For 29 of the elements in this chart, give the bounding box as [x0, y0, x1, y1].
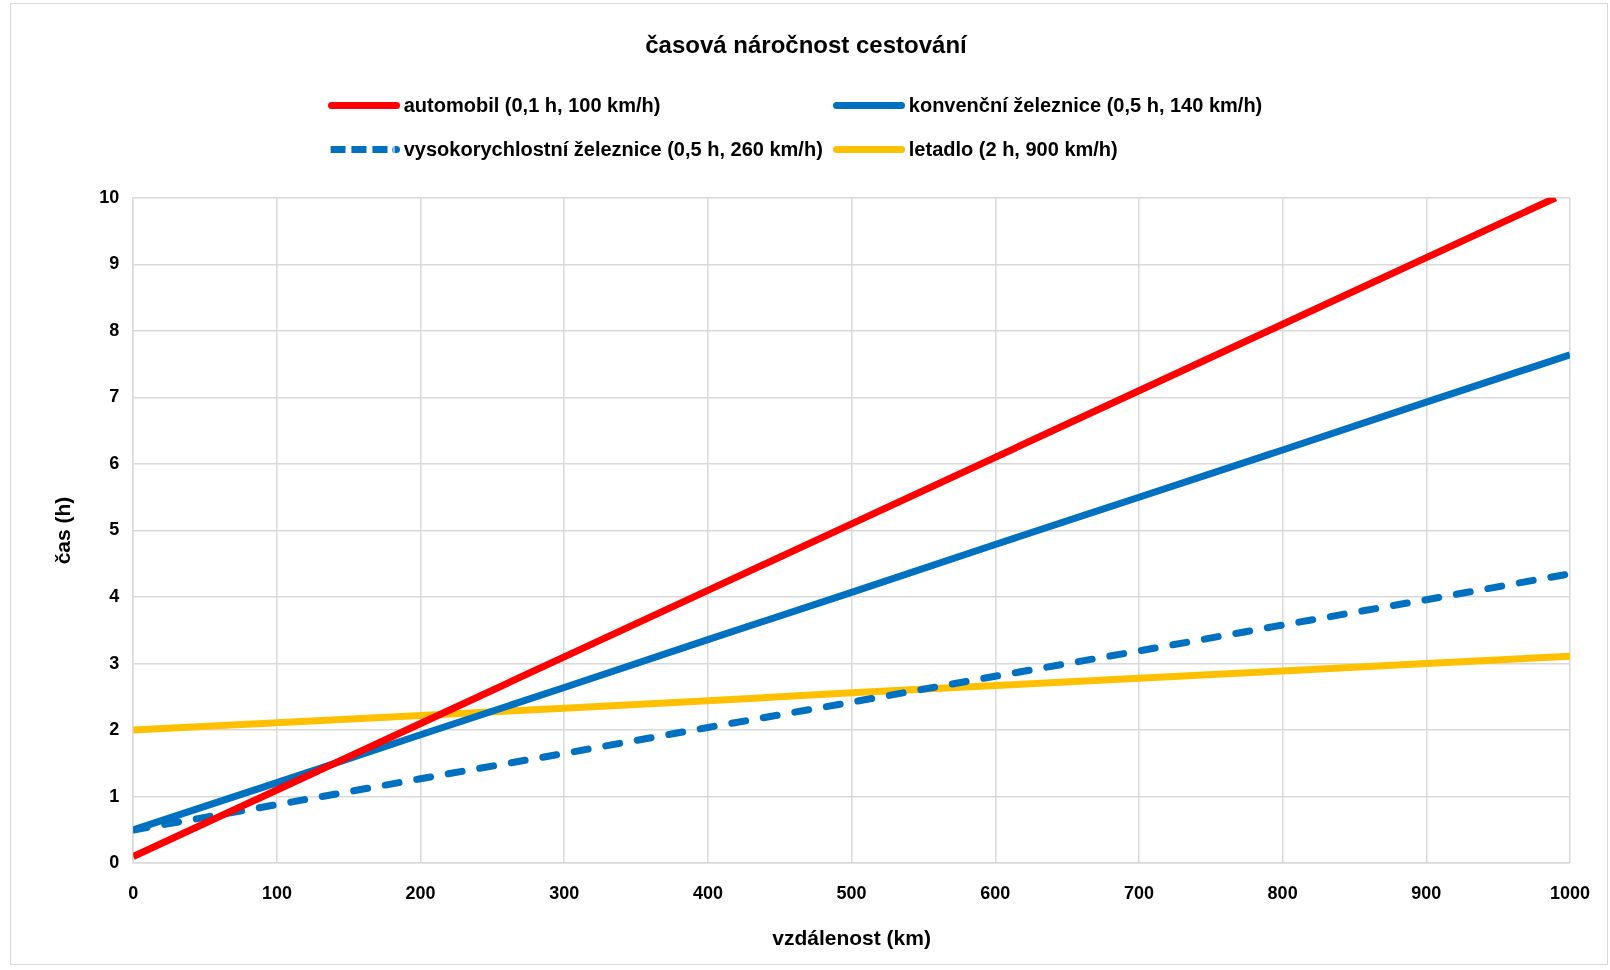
x-tick-label: 600 [980, 882, 1011, 903]
y-tick-label: 4 [109, 586, 120, 607]
legend-label: automobil (0,1 h, 100 km/h) [403, 93, 661, 117]
x-tick-label: 200 [405, 882, 436, 903]
x-tick-label: 0 [128, 882, 139, 903]
x-tick-label: 900 [1411, 882, 1442, 903]
x-axis-title: vzdálenost (km) [772, 926, 931, 950]
chart-title: časová náročnost cestování [645, 31, 969, 59]
x-tick-label: 400 [692, 882, 723, 903]
y-tick-label: 2 [109, 719, 120, 740]
x-tick-label: 800 [1267, 882, 1298, 903]
y-tick-label: 7 [109, 386, 120, 407]
y-tick-label: 9 [109, 253, 120, 274]
y-tick-label: 1 [109, 785, 120, 806]
legend-label: vysokorychlostní železnice (0,5 h, 260 km/h) [403, 137, 823, 161]
y-tick-label: 3 [109, 652, 120, 673]
y-tick-label: 5 [109, 519, 120, 540]
x-tick-label: 100 [261, 882, 292, 903]
x-tick-label: 500 [836, 882, 867, 903]
y-axis-title: čas (h) [51, 496, 75, 565]
legend-label: letadlo (2 h, 900 km/h) [908, 137, 1118, 161]
y-tick-label: 0 [109, 852, 120, 873]
y-tick-label: 10 [99, 186, 120, 207]
x-tick-label: 1000 [1549, 882, 1590, 903]
x-tick-label: 300 [549, 882, 580, 903]
y-tick-label: 6 [109, 452, 120, 473]
x-tick-label: 700 [1123, 882, 1154, 903]
y-tick-label: 8 [109, 319, 120, 340]
legend-label: konvenční železnice (0,5 h, 140 km/h) [908, 93, 1263, 117]
